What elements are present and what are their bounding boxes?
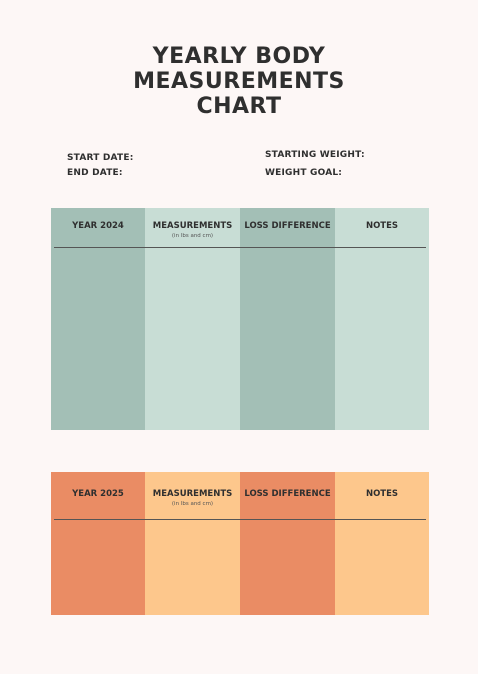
page-title: YEARLY BODY MEASUREMENTS CHART: [0, 44, 478, 119]
weight-goal-label: WEIGHT GOAL:: [265, 168, 343, 178]
notes-2024-header: NOTES: [365, 221, 399, 231]
table-2025: YEAR 2025 MEASUREMENTS (in lbs and cm) L…: [51, 472, 429, 615]
measurements-2025-unit-note: (in lbs and cm): [171, 501, 214, 507]
notes-2025-header: NOTES: [365, 489, 399, 499]
title-line-2: MEASUREMENTS: [133, 69, 345, 94]
starting-weight-label: STARTING WEIGHT:: [265, 150, 365, 160]
title-line-1: YEARLY BODY: [152, 44, 326, 69]
loss-difference-2024-column: LOSS DIFFERENCE: [240, 208, 335, 430]
measurements-2024-column: MEASUREMENTS (in lbs and cm): [145, 208, 240, 430]
year-2024-column: YEAR 2024: [51, 208, 145, 430]
year-2025-column: YEAR 2025: [51, 472, 145, 615]
notes-2024-column: NOTES: [335, 208, 429, 430]
measurements-2025-column: MEASUREMENTS (in lbs and cm): [145, 472, 240, 615]
loss-difference-2024-header: LOSS DIFFERENCE: [244, 221, 331, 231]
header-divider-2024: [54, 247, 426, 248]
measurements-2025-header: MEASUREMENTS: [152, 489, 233, 499]
measurements-2024-header: MEASUREMENTS: [152, 221, 233, 231]
end-date-label: END DATE:: [67, 168, 123, 178]
loss-difference-2025-column: LOSS DIFFERENCE: [240, 472, 335, 615]
loss-difference-2025-header: LOSS DIFFERENCE: [244, 489, 331, 499]
measurements-2024-unit-note: (in lbs and cm): [171, 233, 214, 239]
title-line-3: CHART: [196, 94, 282, 119]
start-date-label: START DATE:: [67, 153, 134, 163]
year-2025-header: YEAR 2025: [72, 489, 124, 499]
year-2024-header: YEAR 2024: [72, 221, 124, 231]
header-divider-2025: [54, 519, 426, 520]
notes-2025-column: NOTES: [335, 472, 429, 615]
table-2024: YEAR 2024 MEASUREMENTS (in lbs and cm) L…: [51, 208, 429, 430]
